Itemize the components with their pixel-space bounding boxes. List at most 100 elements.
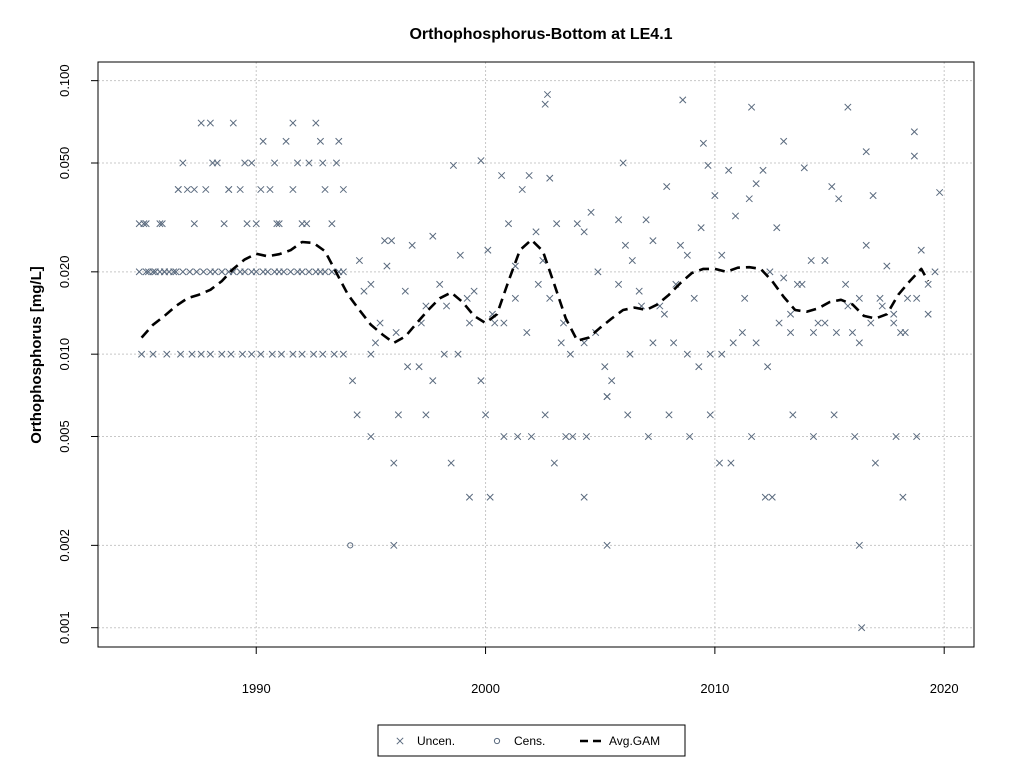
uncensored-point — [348, 377, 357, 385]
uncensored-point — [910, 128, 918, 136]
uncensored-point — [339, 350, 347, 358]
uncensored-point — [312, 119, 320, 127]
uncensored-point — [615, 216, 623, 224]
uncensored-point — [415, 363, 423, 371]
uncensored-point — [752, 339, 760, 347]
uncensored-point — [390, 541, 398, 549]
uncensored-point — [511, 294, 519, 302]
uncensored-point — [573, 220, 581, 228]
uncensored-point — [786, 310, 795, 318]
uncensored-point — [527, 432, 535, 441]
uncensored-point — [436, 280, 444, 288]
uncensored-point — [264, 268, 272, 276]
uncensored-point — [587, 208, 595, 216]
uncensored-point — [903, 294, 912, 302]
uncensored-point — [158, 220, 166, 228]
uncensored-point — [748, 103, 756, 111]
uncensored-point — [289, 119, 297, 127]
uncensored-point — [149, 268, 157, 276]
uncensored-point — [422, 411, 430, 419]
uncensored-point — [165, 268, 173, 276]
uncensored-point — [706, 350, 714, 358]
uncensored-point — [174, 185, 182, 194]
uncensored-point — [371, 339, 380, 347]
uncensored-point — [562, 432, 570, 441]
uncensored-point — [206, 119, 214, 127]
uncensored-point — [867, 319, 875, 327]
uncensored-point — [679, 96, 687, 104]
y-tick-label: 0.002 — [57, 529, 72, 562]
uncensored-point — [376, 319, 384, 327]
uncensored-point — [525, 171, 533, 180]
uncensored-point — [890, 310, 898, 318]
uncensored-point — [319, 159, 327, 167]
uncensored-point — [355, 256, 363, 265]
uncensored-point — [367, 280, 375, 288]
uncensored-point — [289, 350, 297, 358]
legend-label: Avg.GAM — [609, 734, 660, 748]
uncensored-point — [142, 220, 150, 228]
uncensored-point — [814, 319, 822, 327]
uncensored-point — [608, 377, 616, 385]
uncensored-point — [197, 119, 205, 127]
uncensored-point — [392, 328, 400, 337]
uncensored-point — [862, 241, 870, 249]
uncensored-point — [553, 220, 561, 228]
uncensored-point — [500, 432, 508, 441]
uncensored-point — [924, 310, 932, 318]
uncensored-point — [842, 280, 850, 288]
uncensored-point — [828, 183, 836, 191]
legend-cens-symbol — [493, 737, 501, 745]
uncensored-point — [706, 411, 714, 419]
uncensored-point — [252, 268, 260, 276]
uncensored-point — [683, 251, 691, 259]
uncensored-point — [855, 541, 863, 549]
uncensored-point — [447, 459, 455, 467]
y-tick-label: 0.005 — [57, 420, 72, 453]
uncensored-point — [332, 159, 341, 167]
uncensored-point — [498, 171, 506, 180]
uncensored-point — [429, 232, 437, 240]
uncensored-point — [463, 294, 471, 302]
uncensored-point — [518, 185, 526, 194]
uncensored-point — [780, 274, 788, 282]
uncensored-point — [339, 268, 347, 276]
uncensored-point — [310, 350, 318, 358]
uncensored-point — [738, 328, 746, 337]
uncensored-point — [541, 100, 549, 108]
uncensored-point — [268, 350, 276, 358]
uncensored-point — [748, 432, 756, 441]
uncensored-point — [913, 432, 921, 441]
uncensored-point — [305, 159, 313, 167]
uncensored-point — [404, 363, 412, 371]
uncensored-point — [353, 411, 361, 419]
uncensored-point — [138, 350, 146, 358]
x-axis: 1990 2000 2010 2020 — [242, 646, 959, 696]
uncensored-point — [163, 350, 171, 358]
uncensored-point — [665, 411, 673, 419]
uncensored-point — [330, 350, 338, 358]
uncensored-point — [429, 377, 437, 385]
uncensored-point — [465, 493, 474, 501]
legend-uncen-symbol — [396, 737, 404, 745]
uncensored-point — [543, 90, 552, 99]
uncensored-point — [303, 220, 311, 228]
uncensored-point — [316, 137, 324, 145]
uncensored-point — [899, 493, 907, 501]
uncensored-point — [546, 294, 554, 302]
uncensored-point — [711, 192, 719, 200]
uncensored-point — [690, 294, 698, 302]
uncensored-point — [401, 287, 409, 295]
uncensored-point — [699, 139, 707, 147]
uncensored-point — [523, 328, 531, 337]
uncensored-point — [835, 195, 843, 203]
uncensored-point — [780, 137, 788, 145]
uncensored-point — [660, 310, 668, 318]
uncensored-point — [241, 159, 249, 167]
uncensored-point — [211, 268, 219, 276]
uncensored-point — [500, 319, 508, 327]
uncensored-point — [686, 432, 694, 441]
uncensored-point — [924, 280, 932, 288]
uncensored-point — [878, 302, 886, 310]
uncensored-point — [248, 350, 256, 358]
